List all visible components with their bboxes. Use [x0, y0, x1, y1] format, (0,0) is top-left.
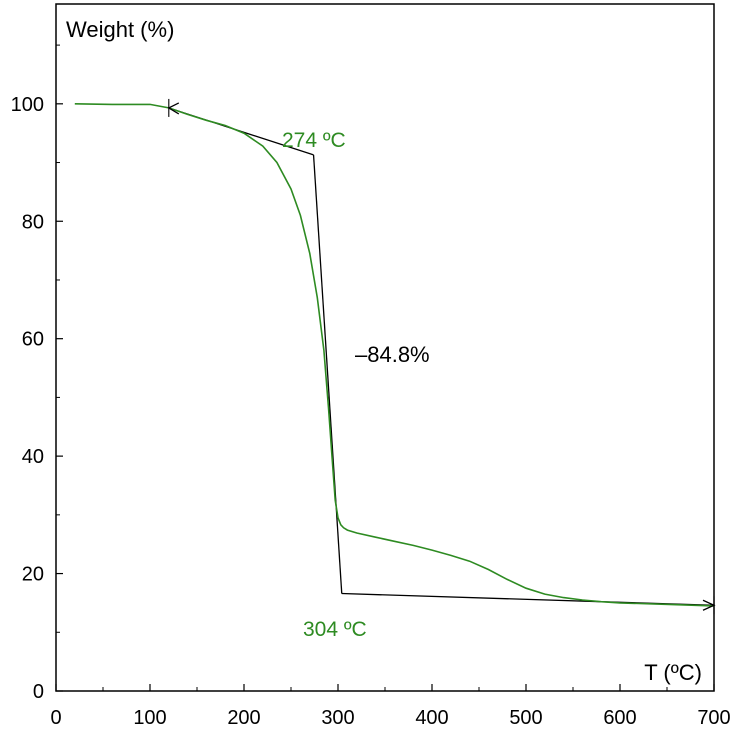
tangent-markers [167, 98, 716, 615]
x-tick-label: 500 [509, 707, 542, 729]
x-tick-label: 600 [603, 707, 636, 729]
x-tick-label: 400 [415, 707, 448, 729]
weight-curve [74, 103, 715, 607]
onset-temperature-label: 274 ºC [282, 129, 346, 152]
x-tick-label: 700 [697, 707, 730, 729]
x-tick-label: 100 [133, 707, 166, 729]
y-tick-label: 20 [22, 564, 44, 586]
x-tick-label: 300 [321, 707, 354, 729]
y-tick-label: 60 [22, 329, 44, 351]
tangent-lines [168, 107, 715, 606]
tangent-line [312, 154, 343, 594]
x-axis-title: T (ºC) [644, 660, 702, 685]
x-tick-label: 0 [50, 707, 61, 729]
y-tick-label: 80 [22, 211, 44, 233]
left-arrow-marker [167, 102, 180, 115]
ticks [55, 44, 715, 692]
endset-temperature-label: 304 ºC [303, 618, 367, 641]
weight-loss-label: –84.8% [355, 342, 430, 367]
series-group [74, 103, 715, 607]
y-tick-label: 40 [22, 446, 44, 468]
y-tick-label: 0 [33, 681, 44, 703]
y-axis-title: Weight (%) [66, 17, 174, 42]
y-tick-label: 100 [11, 94, 44, 116]
x-tick-label: 200 [227, 707, 260, 729]
tick-labels: 0 100 200 300 400 500 600 700 0 20 40 60 80 100 [11, 94, 731, 729]
